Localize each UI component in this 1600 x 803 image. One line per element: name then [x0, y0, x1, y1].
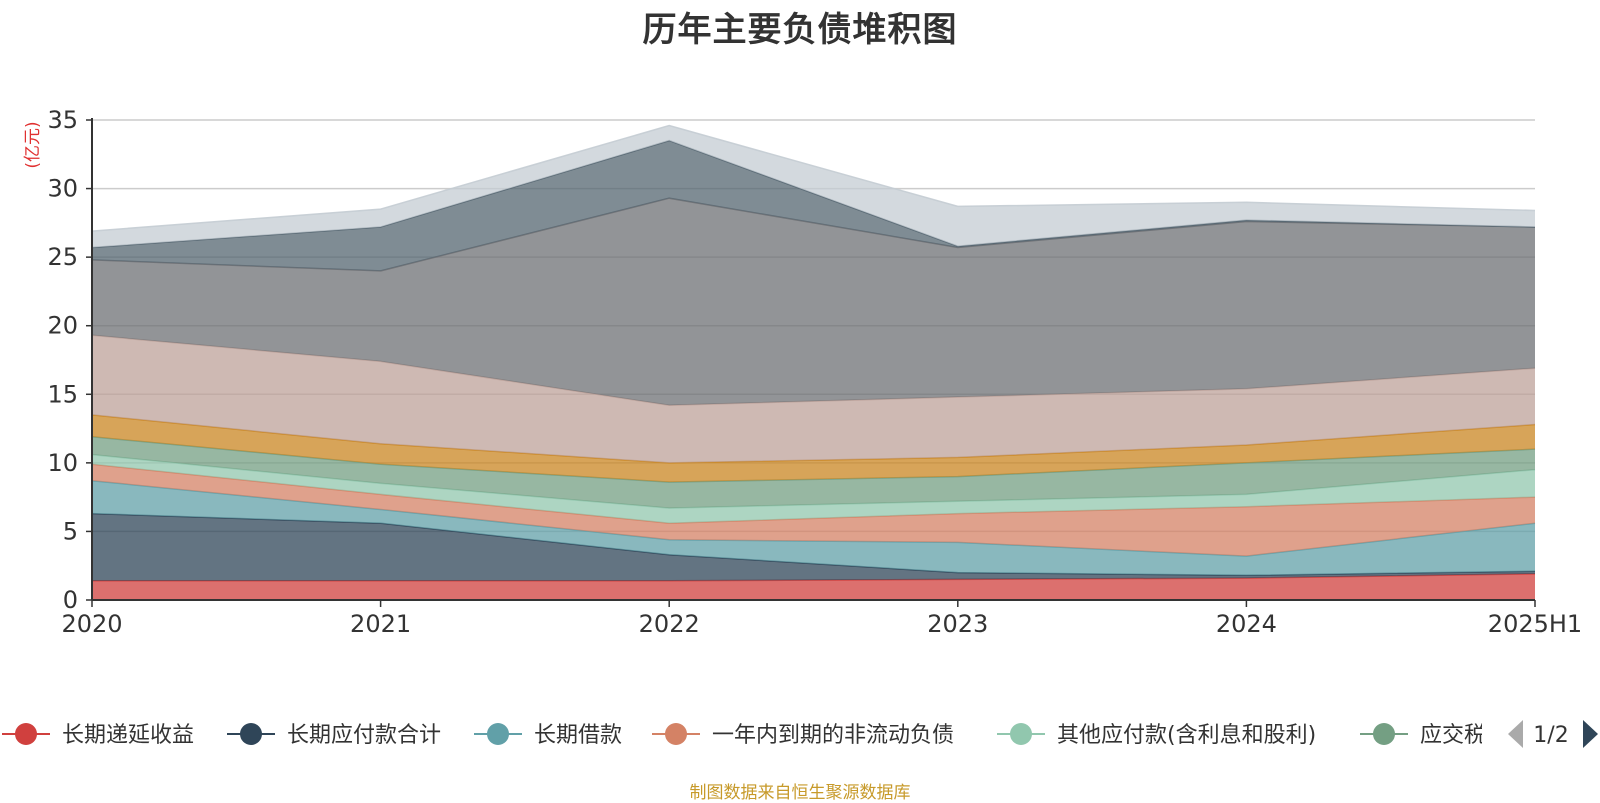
legend-marker: [1373, 723, 1395, 745]
legend-marker: [15, 723, 37, 745]
legend-marker: [1010, 723, 1032, 745]
legend-label: 应交税费: [1420, 723, 1508, 748]
legend-item[interactable]: 一年内到期的非流动负债: [652, 723, 954, 748]
area-series-0: [92, 573, 1535, 600]
x-tick-label: 2024: [1216, 610, 1277, 638]
legend-marker: [487, 723, 509, 745]
x-tick-label: 2020: [61, 610, 122, 638]
area-series-4: [92, 454, 1535, 524]
y-axis-unit-label: (亿元): [23, 121, 43, 168]
y-tick-label: 35: [47, 106, 78, 134]
x-tick-label: 2023: [927, 610, 988, 638]
area-series-3: [92, 464, 1535, 557]
legend-item[interactable]: 长期递延收益: [2, 723, 194, 748]
legend-page-indicator: 1/2: [1533, 723, 1568, 748]
legend-marker: [665, 723, 687, 745]
chart-title: 历年主要负债堆积图: [642, 10, 958, 50]
legend-label: 其他应付款(含利息和股利): [1057, 723, 1316, 748]
legend: 长期递延收益 长期应付款合计 长期借款 一年内到期的非流动负债 其他应付款(含利息和股利…: [2, 720, 1598, 748]
area-series-2: [92, 480, 1535, 576]
area-series-6: [92, 414, 1535, 483]
y-tick-label: 15: [47, 380, 78, 408]
y-tick-label: 25: [47, 243, 78, 271]
legend-item[interactable]: 应交税费: [1360, 723, 1508, 748]
legend-label: 一年内到期的非流动负债: [712, 723, 954, 748]
legend-item[interactable]: 长期借款: [474, 723, 622, 748]
area-series-8: [92, 198, 1535, 406]
legend-prev-page-icon[interactable]: [1508, 720, 1523, 748]
y-tick-label: 0: [63, 586, 78, 614]
source-note: 制图数据来自恒生聚源数据库: [689, 783, 911, 803]
x-tick-label: 2025H1: [1488, 610, 1582, 638]
area-layer: [91, 124, 1536, 600]
x-tick-label: 2021: [350, 610, 411, 638]
legend-marker: [240, 723, 262, 745]
y-tick-label: 20: [47, 312, 78, 340]
area-series-edge-8: [91, 197, 1536, 272]
x-tick-label: 2022: [639, 610, 700, 638]
area-series-7: [92, 335, 1535, 463]
y-tick-label: 5: [63, 517, 78, 545]
legend-next-page-icon[interactable]: [1583, 720, 1598, 748]
legend-label: 长期应付款合计: [287, 723, 441, 748]
legend-item[interactable]: 长期应付款合计: [227, 723, 441, 748]
area-series-edge-10: [91, 124, 1536, 232]
legend-label: 长期递延收益: [62, 723, 194, 748]
y-tick-label: 30: [47, 175, 78, 203]
area-series-5: [92, 436, 1535, 509]
axis-layer: 0 5 10 15 20 25 30 35 2020 2021 2022 2023 2024 2025H1…: [23, 106, 1582, 638]
area-series-9: [92, 140, 1535, 271]
y-tick-label: 10: [47, 449, 78, 477]
legend-items: 长期递延收益 长期应付款合计 长期借款 一年内到期的非流动负债 其他应付款(含利息和股利…: [2, 723, 1508, 748]
area-series-1: [92, 513, 1535, 581]
legend-label: 长期借款: [534, 723, 622, 748]
area-series-10: [92, 125, 1535, 248]
legend-item[interactable]: 其他应付款(含利息和股利): [997, 723, 1316, 748]
